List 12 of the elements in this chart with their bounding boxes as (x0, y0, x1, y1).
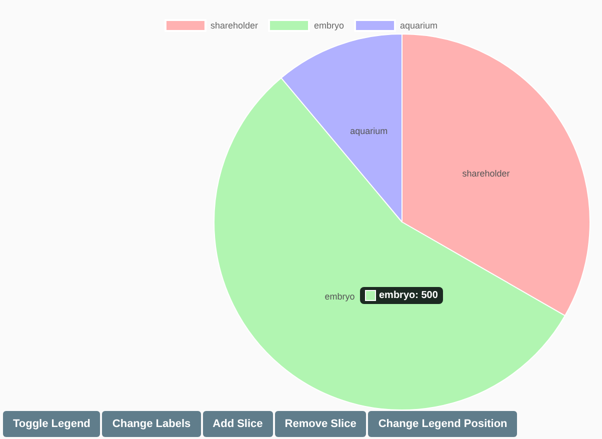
slice-label: embryo (324, 291, 355, 302)
text: Change Labels (102, 411, 201, 437)
legend-label: shareholder (210, 20, 258, 30)
text: Remove Slice (274, 411, 366, 437)
text: Change Legend Position (368, 411, 518, 437)
tooltip: embryo: 500 (360, 287, 443, 304)
text: Toggle Legend (3, 411, 100, 437)
text: Add Slice (202, 411, 273, 437)
legend-label: embryo (314, 20, 344, 30)
slice-label: shareholder (462, 168, 510, 178)
legend-label: aquarium (400, 20, 438, 30)
slice-label: aquarium (350, 126, 388, 136)
